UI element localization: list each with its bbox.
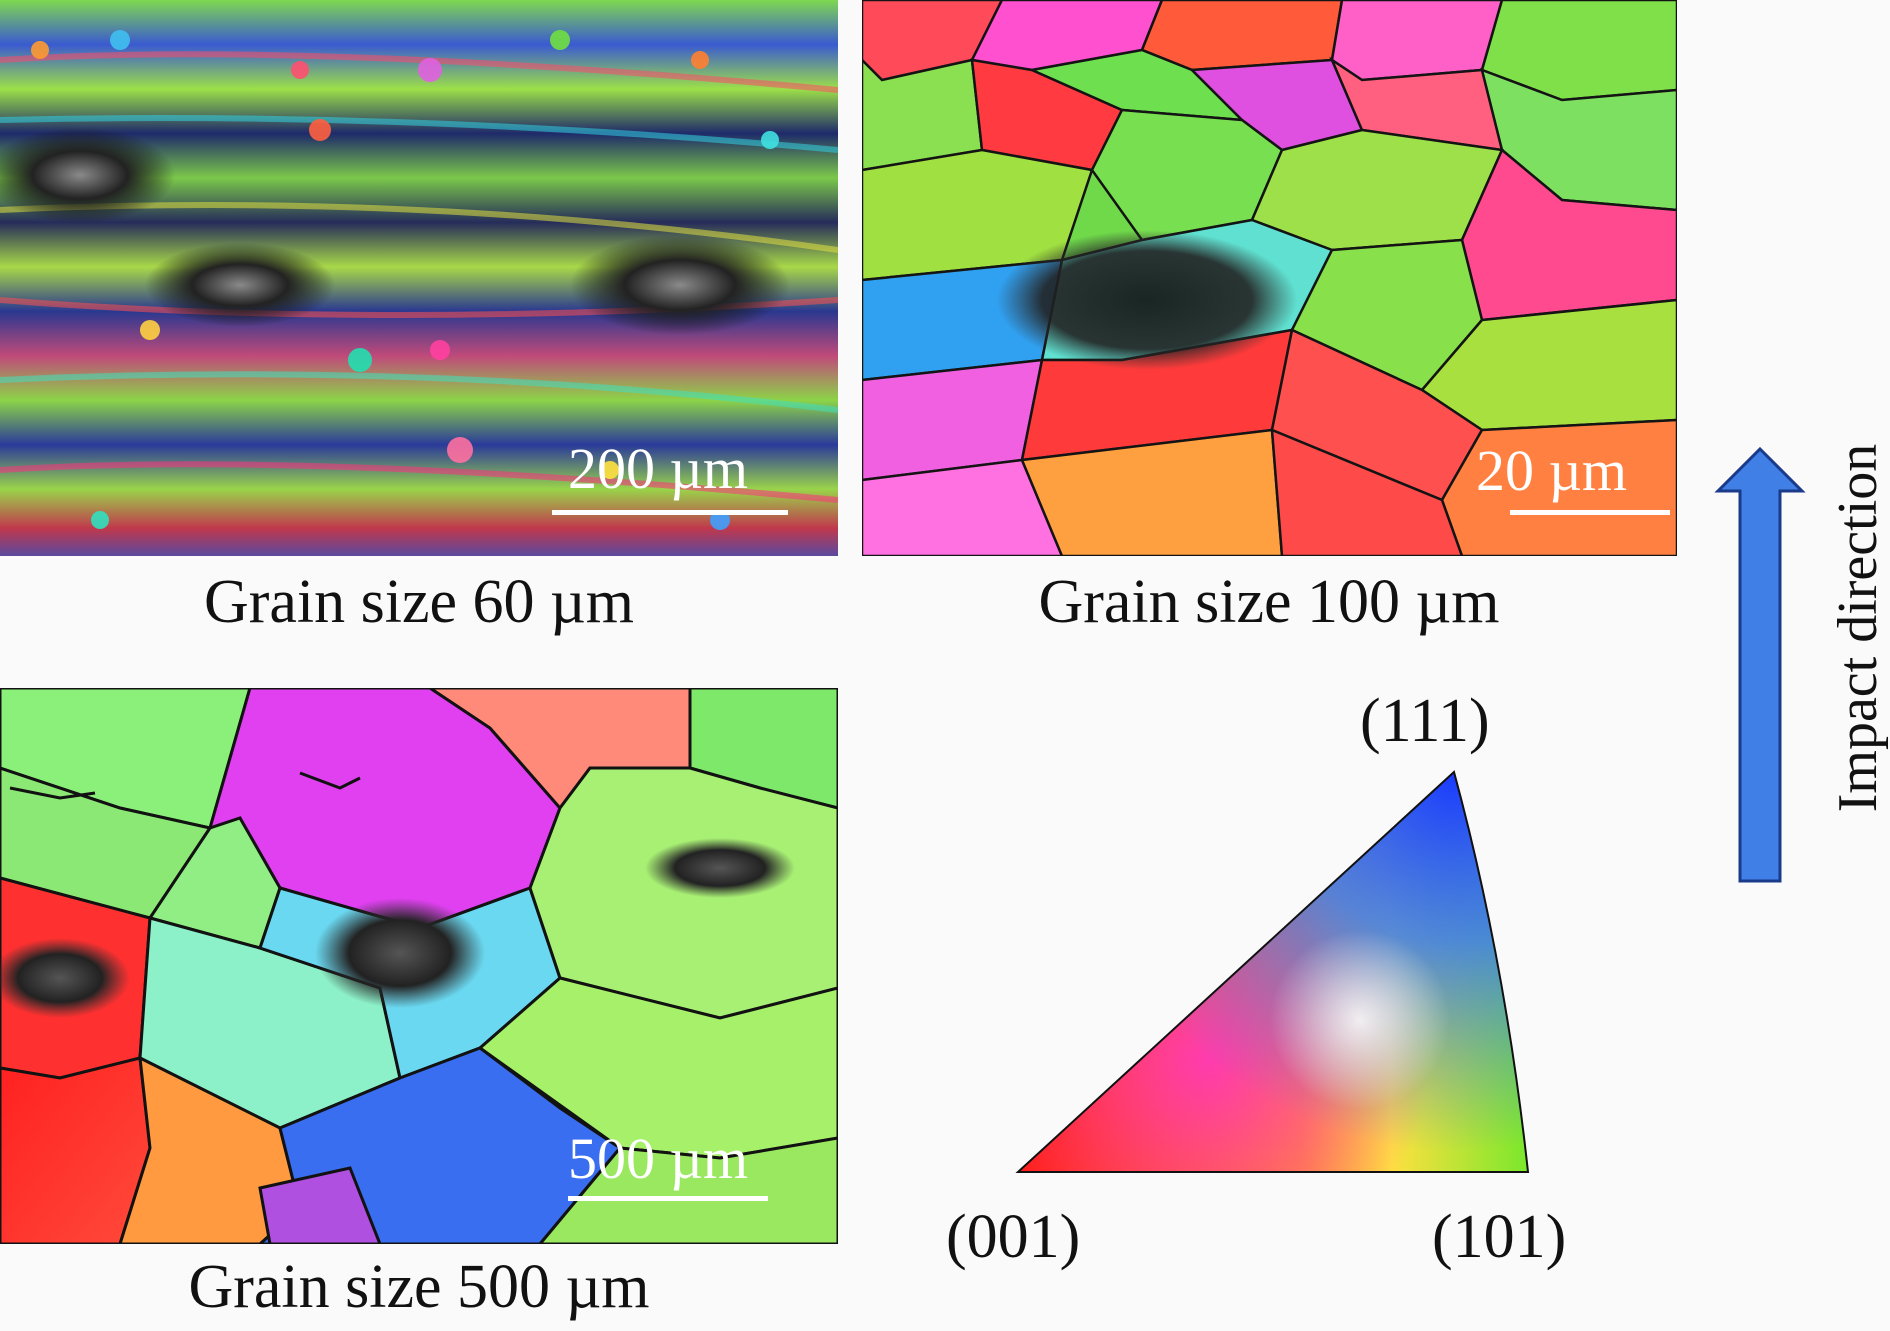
ebsd-map-fine-texture <box>0 0 838 556</box>
scale-label-fine: 200 µm <box>568 436 749 501</box>
scale-bar-coarse <box>568 1196 768 1201</box>
fine-grain-dots <box>31 30 779 530</box>
ipf-label-101: (101) <box>1432 1203 1567 1271</box>
caption-coarse: Grain size 500 µm <box>188 1253 650 1321</box>
ipf-color-key <box>1015 770 1530 1173</box>
scale-label-medium: 20 µm <box>1476 438 1628 503</box>
impact-arrow-icon <box>1714 446 1806 883</box>
impact-direction-label: Impact direction <box>1827 443 1889 813</box>
ebsd-map-medium-texture <box>862 0 1677 556</box>
caption-fine: Grain size 60 µm <box>203 568 635 636</box>
ebsd-map-coarse-texture <box>0 688 838 1244</box>
caption-medium: Grain size 100 µm <box>1038 568 1500 636</box>
ebsd-map-fine-grain: 200 µm <box>0 0 838 556</box>
scale-bar-medium <box>1510 510 1670 515</box>
ebsd-map-coarse-grain: 500 µm <box>0 688 838 1244</box>
ipf-label-001: (001) <box>946 1203 1081 1271</box>
ebsd-map-medium-grain: 20 µm <box>862 0 1677 556</box>
ipf-label-111: (111) <box>1360 687 1490 755</box>
scale-label-coarse: 500 µm <box>568 1126 749 1191</box>
scale-bar-fine <box>552 510 788 515</box>
